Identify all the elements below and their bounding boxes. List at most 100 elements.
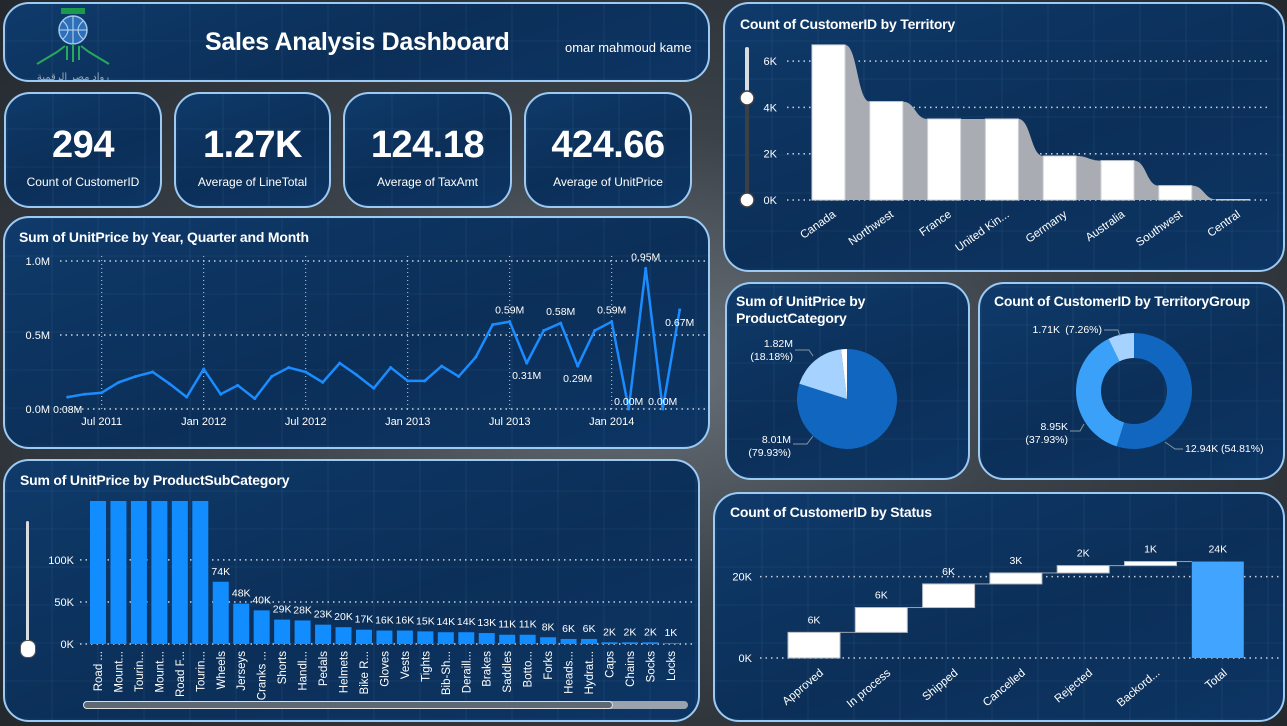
globe-lines: [59, 16, 87, 44]
header-panel: رواد مصر الرقمية Sales Analysis Dashboar…: [3, 2, 710, 82]
zoom-slider-handle-top[interactable]: [739, 90, 755, 106]
data-label: 13K: [477, 617, 496, 629]
data-label: 74K: [211, 566, 230, 578]
data-point: [253, 397, 257, 401]
x-tick-label: Jul 2013: [489, 416, 531, 428]
graduation-cap-icon: [61, 8, 85, 14]
data-label: 2K: [624, 626, 637, 638]
status-waterfall-panel[interactable]: Count of CustomerID by Status 0K 20K 6K App…: [713, 492, 1285, 722]
bar: [437, 632, 454, 644]
bar: [355, 629, 372, 644]
data-point: [117, 380, 121, 384]
bar: [335, 627, 352, 644]
data-label: 0.29M: [563, 373, 592, 385]
data-point: [457, 374, 461, 378]
data-point: [270, 374, 274, 378]
x-category-label: Caps: [605, 651, 617, 678]
bar: [212, 581, 229, 644]
bar: [519, 634, 536, 644]
x-category-label: Bib-Sh...: [441, 651, 453, 695]
chart-title: Count of CustomerID by Status: [730, 504, 932, 520]
data-label-percent: (54.81%): [1221, 443, 1264, 455]
data-label: 0.31M: [512, 370, 541, 382]
data-point: [678, 308, 682, 312]
data-label-percent: (7.26%): [1065, 324, 1102, 336]
x-category-label: Cranks ...: [257, 651, 269, 700]
bar: [984, 118, 1019, 201]
bar: [253, 610, 270, 644]
territory-bar-chart[interactable]: 0K 2K 4K 6K Canada Northwest France United Kin.…: [725, 4, 1285, 272]
data-label: 17K: [355, 614, 374, 626]
data-point: [66, 395, 70, 399]
data-label: 11K: [519, 619, 537, 631]
data-point: [440, 364, 444, 368]
y-tick-label: 50K: [54, 597, 74, 609]
data-point: [151, 370, 155, 374]
bar: [171, 501, 188, 644]
bar: [540, 637, 557, 644]
data-point: [542, 329, 546, 333]
bar: [854, 607, 908, 633]
x-category-label: Chains: [625, 651, 637, 687]
kpi-value: 294: [52, 124, 114, 166]
x-category-label: Bike R...: [359, 651, 371, 694]
data-label: 0.59M: [495, 305, 524, 317]
data-point: [627, 407, 631, 411]
bar: [869, 101, 904, 201]
data-label: 14K: [457, 616, 476, 628]
territorygroup-donut-chart[interactable]: 1.71K (7.26%) 8.95K(37.93%) 12.94K (54.81%): [980, 284, 1285, 480]
leader-line: [1070, 423, 1085, 432]
data-point: [185, 395, 189, 399]
author-name: omar mahmoud kame: [565, 40, 692, 55]
territory-chart-panel[interactable]: Count of CustomerID by Territory 0K 2K 4K 6…: [723, 2, 1285, 272]
data-label-percent: (37.93%): [1025, 434, 1068, 446]
bar: [110, 501, 127, 644]
x-category-label: Pedals: [318, 651, 330, 686]
territorygroup-donut-panel[interactable]: Count of CustomerID by TerritoryGroup 1.…: [978, 282, 1285, 480]
y-tick-label: 0.0M: [26, 404, 50, 416]
kpi-label: Average of UnitPrice: [553, 175, 663, 189]
kpi-value: 424.66: [551, 124, 665, 166]
y-tick-label: 0K: [739, 653, 753, 665]
data-label: 0.00M: [648, 396, 677, 408]
x-category-label: Shipped: [920, 667, 960, 703]
bar: [233, 603, 250, 644]
x-category-label: Backord...: [1115, 667, 1162, 709]
productcategory-pie-panel[interactable]: Sum of UnitPrice by ProductCategory 1.82…: [725, 282, 970, 480]
scrollbar-thumb[interactable]: [83, 701, 613, 709]
subcategory-chart-panel[interactable]: Sum of UnitPrice by ProductSubCategory 0…: [3, 459, 700, 722]
x-category-label: In process: [845, 667, 894, 710]
zoom-slider-handle[interactable]: [20, 640, 36, 658]
x-category-label: Germany: [1024, 208, 1070, 245]
y-axis-zoom-slider[interactable]: [26, 521, 29, 651]
x-category-label: Tourin...: [195, 651, 207, 692]
data-label-percent: (79.93%): [748, 447, 791, 459]
x-category-label: Forks: [543, 651, 555, 680]
line-chart-panel[interactable]: Sum of UnitPrice by Year, Quarter and Mo…: [3, 216, 710, 449]
kpi-card-avg-taxamt: 124.18 Average of TaxAmt: [343, 92, 512, 208]
line-chart[interactable]: 0.0M 0.5M 1.0M Jul 2011 Jan 2012 Jul 2012 Jan …: [5, 218, 710, 449]
x-category-label: Australia: [1084, 208, 1128, 244]
x-category-label: Mount...: [154, 651, 166, 693]
zoom-slider-handle-bottom[interactable]: [739, 192, 755, 208]
x-category-label: France: [918, 209, 954, 239]
x-category-label: Canada: [798, 208, 838, 241]
y-tick-label: 100K: [48, 555, 74, 567]
chart-title: Sum of UnitPrice by ProductCategory: [736, 293, 866, 326]
data-point: [287, 366, 291, 370]
chart-title: Sum of UnitPrice by ProductSubCategory: [20, 472, 290, 488]
data-label: 16K: [396, 615, 415, 627]
x-category-label: Saddles: [502, 651, 514, 693]
data-label: 1K: [1144, 544, 1157, 556]
x-category-label: Approved: [780, 667, 825, 708]
productcategory-pie-chart[interactable]: 1.82M(18.18%) 8.01M(79.93%): [727, 284, 970, 480]
data-label: 6K: [875, 590, 888, 602]
kpi-card-avg-linetotal: 1.27K Average of LineTotal: [174, 92, 331, 208]
data-label: 11K: [498, 619, 516, 631]
status-waterfall-chart[interactable]: 0K 20K 6K Approved 6K In process 6K Shipped 3K Ca…: [715, 494, 1285, 722]
data-label: 24K: [1208, 544, 1227, 556]
data-label-value: 8.95K: [1041, 421, 1068, 433]
subcategory-bar-chart[interactable]: 0K 50K 100K Road ... Mount... Tourin... Mount.…: [5, 461, 700, 722]
x-category-label: Southwest: [1134, 208, 1186, 249]
data-label: 0.95M: [631, 251, 660, 263]
